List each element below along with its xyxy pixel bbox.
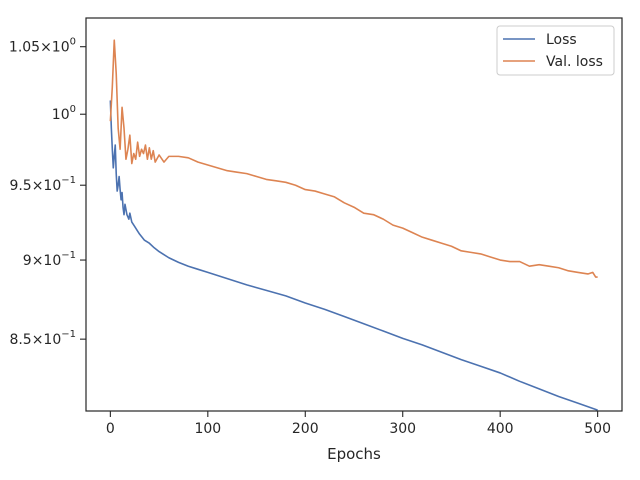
series-line-loss (109, 100, 598, 411)
plot-frame (85, 17, 623, 412)
y-tick-exponent: 0 (70, 104, 76, 115)
legend: Loss Val. loss (496, 25, 615, 76)
x-tick-label: 200 (292, 421, 319, 437)
x-tick-label: 0 (106, 421, 115, 437)
y-tick-base: 10 (52, 107, 70, 123)
y-tick-exponent: −1 (61, 329, 76, 340)
series-layer (109, 39, 598, 411)
y-tick-label: 8.5×10−1 (9, 329, 76, 348)
x-tick-label: 100 (194, 421, 221, 437)
y-tick-exponent: 0 (70, 37, 76, 48)
y-tick-mantissa: 1.05 (9, 40, 40, 56)
y-tick-times: ×10 (32, 178, 62, 194)
y-tick-label: 9×10−1 (23, 250, 76, 269)
y-tick-label: 9.5×10−1 (9, 175, 76, 194)
x-axis-label: Epochs (327, 445, 381, 463)
y-tick-mantissa: 8.5 (9, 332, 31, 348)
series-line-val-loss (109, 39, 598, 278)
y-tick-mantissa: 9 (23, 253, 32, 269)
x-tick-label: 300 (389, 421, 416, 437)
legend-label: Val. loss (546, 54, 603, 70)
y-tick-times: ×10 (32, 253, 62, 269)
x-tick-label: 400 (487, 421, 514, 437)
y-tick-times: ×10 (32, 332, 62, 348)
legend-label: Loss (546, 32, 577, 48)
y-tick-label: 100 (52, 104, 76, 123)
y-tick-times: ×10 (40, 40, 70, 56)
y-tick-label: 1.05×100 (9, 37, 76, 56)
y-tick-exponent: −1 (61, 175, 76, 186)
y-tick-mantissa: 9.5 (9, 178, 31, 194)
x-axis: 0 100 200 300 400 500 (106, 411, 611, 437)
y-tick-exponent: −1 (61, 250, 76, 261)
x-tick-label: 500 (584, 421, 611, 437)
